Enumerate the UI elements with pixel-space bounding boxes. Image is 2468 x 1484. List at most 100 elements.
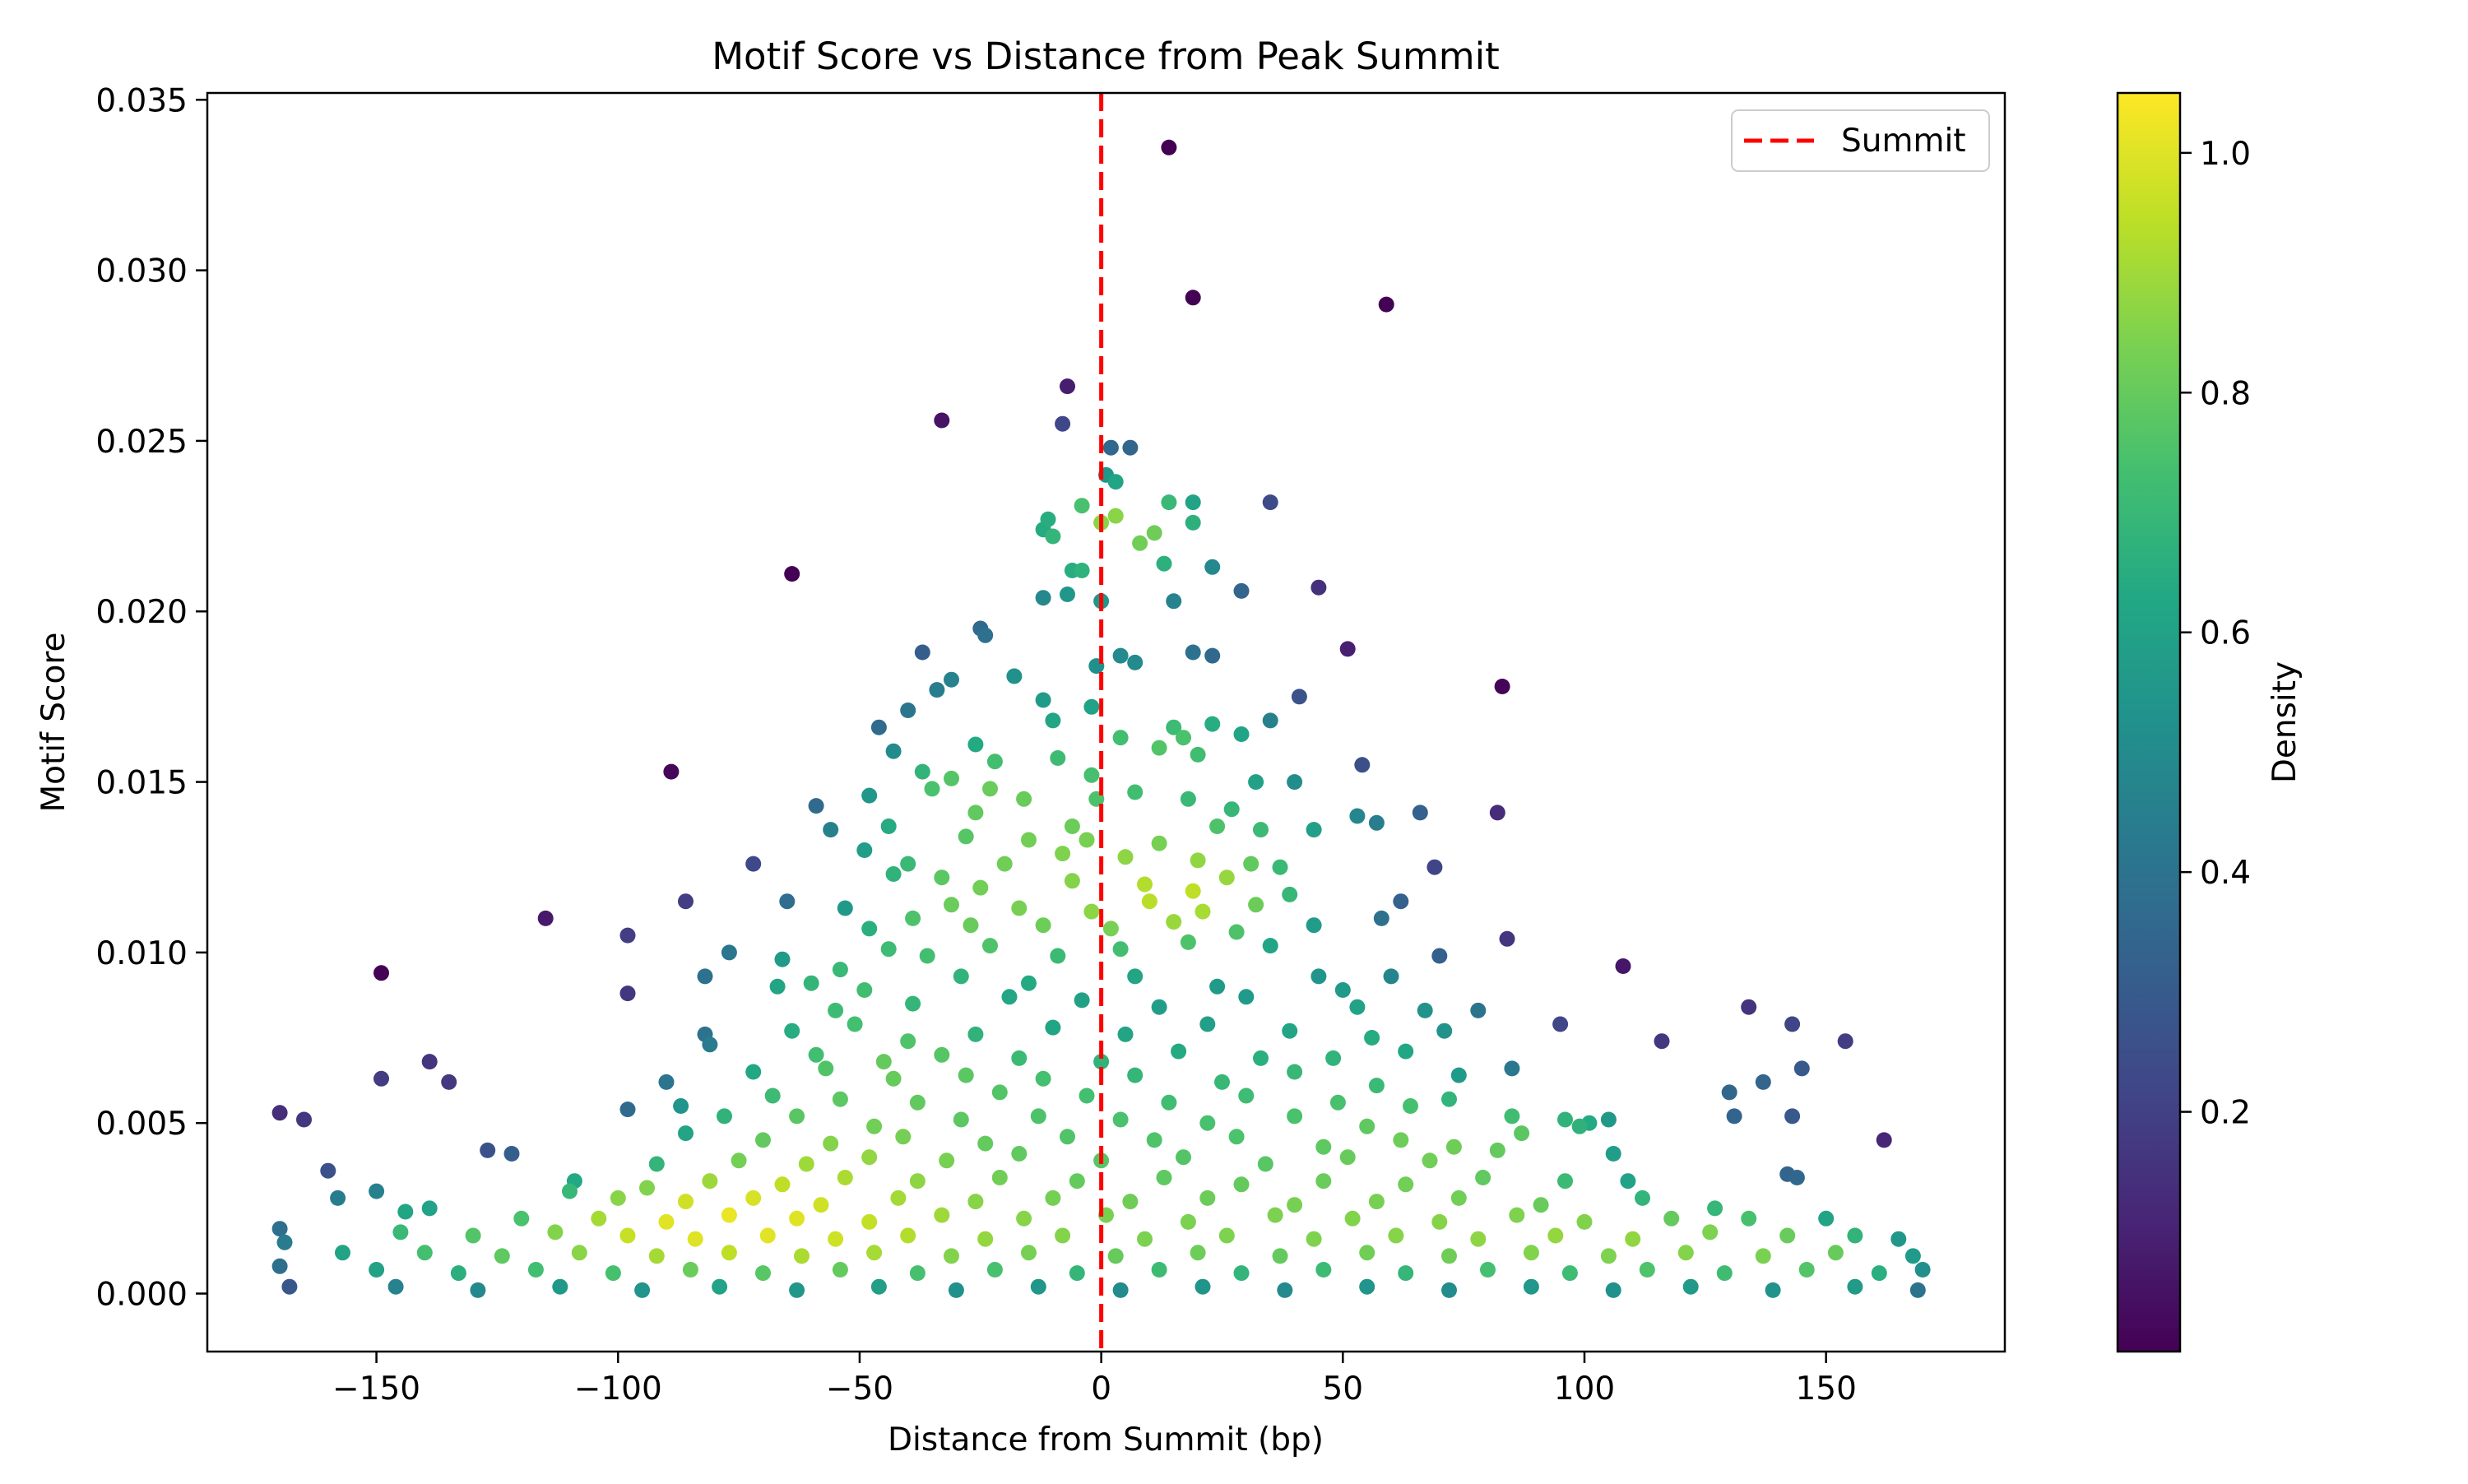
data-point [547, 1224, 564, 1241]
y-tick-label: 0.015 [95, 765, 188, 802]
data-point [774, 1176, 791, 1193]
data-point [1480, 1262, 1496, 1278]
plot-frame [206, 91, 2006, 1353]
data-point [1726, 1108, 1742, 1125]
data-point [619, 1227, 636, 1244]
data-point [1146, 1132, 1162, 1148]
data-point [1060, 378, 1075, 395]
data-point [1107, 1248, 1124, 1264]
data-point [373, 1070, 389, 1087]
data-point [779, 893, 796, 910]
data-point [924, 781, 940, 797]
data-point [919, 948, 935, 964]
data-point [1228, 924, 1245, 940]
data-point [953, 968, 969, 985]
data-point [1755, 1248, 1771, 1264]
data-point [1373, 910, 1389, 926]
data-point [1837, 1033, 1853, 1050]
data-point [663, 763, 680, 780]
data-point [1204, 559, 1221, 575]
data-point [1093, 1054, 1110, 1070]
data-point [818, 1060, 834, 1077]
data-point [1132, 535, 1148, 551]
data-point [1847, 1227, 1863, 1244]
colorbar-tick-label: 0.8 [2200, 375, 2251, 412]
data-point [1050, 750, 1066, 766]
data-point [1055, 1227, 1071, 1244]
data-point [789, 1108, 805, 1125]
data-point [1161, 139, 1177, 155]
data-point [1190, 852, 1206, 869]
data-point [1166, 719, 1182, 735]
data-point [856, 842, 873, 858]
data-point [1576, 1213, 1593, 1230]
data-point [1441, 1091, 1457, 1107]
data-point [1238, 989, 1255, 1005]
data-point [1166, 914, 1182, 930]
data-point [1475, 1170, 1491, 1185]
data-point [1291, 689, 1307, 705]
data-point [1233, 582, 1250, 599]
data-point [900, 703, 916, 718]
data-point [1040, 511, 1056, 527]
data-point [1315, 1139, 1332, 1155]
colorbar-tick-label: 0.6 [2200, 615, 2251, 652]
data-point [1021, 832, 1037, 848]
data-point [895, 1129, 912, 1145]
data-point [1166, 593, 1182, 610]
data-point [271, 1105, 288, 1121]
data-point [1368, 1194, 1385, 1210]
data-point [465, 1227, 481, 1244]
data-point [856, 982, 873, 998]
data-point [1218, 1227, 1235, 1244]
data-point [1329, 1094, 1346, 1111]
data-point [1441, 1282, 1457, 1298]
data-point [1741, 1210, 1757, 1227]
data-point [1035, 692, 1051, 708]
data-point [634, 1282, 651, 1298]
data-point [900, 1033, 916, 1050]
data-point [1876, 1132, 1892, 1148]
data-point [1784, 1108, 1801, 1125]
data-point [1122, 439, 1139, 456]
data-point [1494, 679, 1510, 694]
data-point [1011, 1050, 1028, 1066]
data-point [1209, 978, 1226, 995]
data-point [803, 975, 819, 991]
data-point [1055, 415, 1071, 432]
data-point [1368, 814, 1385, 831]
data-point [905, 910, 921, 926]
data-point [1127, 784, 1144, 800]
data-point [755, 1265, 771, 1282]
data-point [944, 770, 959, 786]
data-point [977, 1135, 994, 1152]
data-point [789, 1282, 805, 1298]
data-point [870, 719, 887, 735]
data-point [1436, 1023, 1453, 1039]
data-point [1914, 1262, 1931, 1278]
data-point [702, 1036, 718, 1053]
data-point [1677, 1245, 1694, 1261]
data-point [1190, 1245, 1206, 1261]
data-point [1600, 1111, 1617, 1128]
data-point [421, 1054, 438, 1070]
data-point [1171, 1043, 1187, 1060]
data-point [619, 1101, 636, 1118]
data-point [1509, 1207, 1525, 1223]
data-point [934, 870, 950, 886]
data-point [1798, 1262, 1815, 1278]
data-point [1287, 1064, 1303, 1080]
data-point [1151, 999, 1167, 1015]
data-point [1055, 846, 1071, 862]
data-point [1571, 1118, 1588, 1134]
data-point [1514, 1125, 1530, 1142]
data-point [745, 1064, 762, 1080]
data-point [1176, 1149, 1191, 1166]
data-point [1262, 712, 1278, 729]
chart-title: Motif Score vs Distance from Peak Summit [712, 35, 1500, 78]
colorbar-label: Density [2266, 661, 2303, 783]
data-point [1344, 1210, 1361, 1227]
data-point [1741, 999, 1757, 1015]
data-point [1180, 791, 1196, 807]
data-point [958, 1067, 974, 1083]
